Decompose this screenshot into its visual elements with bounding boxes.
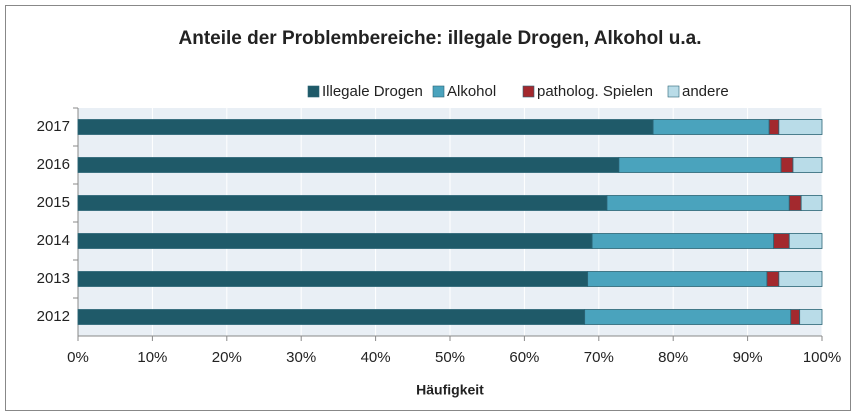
bar-segment	[788, 233, 823, 249]
x-tick-label: 100%	[803, 349, 841, 366]
bar-segment	[77, 119, 654, 135]
legend-label: andere	[682, 83, 729, 100]
legend-label: Alkohol	[447, 83, 496, 100]
x-axis-title: Häufigkeit	[416, 382, 484, 398]
y-tick-label: 2017	[37, 118, 70, 135]
legend-swatch	[522, 85, 535, 98]
bar-segment	[799, 309, 823, 325]
legend-label: Illegale Drogen	[322, 83, 423, 100]
bar-segment	[618, 157, 782, 173]
y-tick-label: 2013	[37, 270, 70, 287]
bar-segment	[792, 157, 823, 173]
bar-segment	[778, 271, 823, 287]
bar-segment	[606, 195, 790, 211]
legend-swatch	[667, 85, 680, 98]
x-tick-label: 0%	[67, 349, 89, 366]
y-tick-label: 2014	[37, 232, 70, 249]
bar-segment	[766, 271, 780, 287]
bar-segment	[778, 119, 823, 135]
x-tick-label: 80%	[658, 349, 688, 366]
bar-segment	[77, 233, 593, 249]
bar-segment	[584, 309, 792, 325]
bar-segment	[788, 195, 802, 211]
y-tick-label: 2016	[37, 156, 70, 173]
x-tick-label: 40%	[361, 349, 391, 366]
bar-segment	[800, 195, 823, 211]
bar-segment	[587, 271, 768, 287]
x-tick-label: 50%	[435, 349, 465, 366]
bar-segment	[77, 271, 589, 287]
bar-segment	[773, 233, 790, 249]
y-tick-label: 2015	[37, 194, 70, 211]
x-tick-label: 90%	[733, 349, 763, 366]
bar-segment	[591, 233, 775, 249]
x-tick-label: 70%	[584, 349, 614, 366]
bar-segment	[768, 119, 780, 135]
y-tick-label: 2012	[37, 308, 70, 325]
bar-segment	[790, 309, 801, 325]
x-tick-label: 10%	[137, 349, 167, 366]
x-tick-label: 60%	[509, 349, 539, 366]
bar-segment	[77, 309, 586, 325]
legend-label: patholog. Spielen	[537, 83, 653, 100]
bar-segment	[780, 157, 794, 173]
legend-swatch	[432, 85, 445, 98]
x-tick-label: 20%	[212, 349, 242, 366]
legend-swatch	[307, 85, 320, 98]
chart-title: Anteile der Problembereiche: illegale Dr…	[179, 28, 702, 49]
bar-segment	[652, 119, 770, 135]
bar-segment	[77, 195, 608, 211]
bar-segment	[77, 157, 620, 173]
x-tick-label: 30%	[286, 349, 316, 366]
